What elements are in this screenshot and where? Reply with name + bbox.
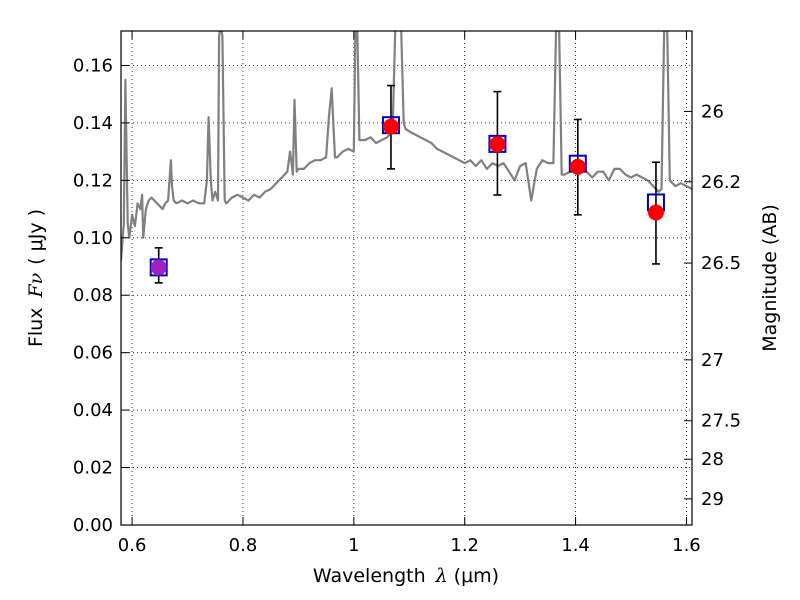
error-bars: [154, 84, 660, 284]
markers: [149, 116, 665, 277]
y2-tick-label: 27: [701, 350, 724, 371]
y2-axis-label: Magnitude (AB): [759, 204, 781, 352]
observed-point: [150, 259, 167, 276]
y-axis-label: FluxFν( μJy ): [25, 209, 47, 347]
plot-area: [121, 31, 692, 261]
observed-point: [382, 118, 399, 135]
x-tick-label: 0.6: [118, 535, 147, 556]
observed-point: [489, 136, 506, 153]
y2-tick-label: 29: [701, 489, 724, 510]
x-axis-label: Wavelength λ (μm): [313, 565, 499, 587]
x-axis: 0.6 0.8 1 1.2 1.4 1.6: [118, 31, 701, 556]
y2-tick-label: 26.5: [701, 253, 741, 274]
y2-tick-label: 26: [701, 101, 724, 122]
y-tick-label: 0.06: [73, 343, 113, 364]
y-tick-label: 0.16: [73, 55, 113, 76]
x-tick-label: 1.6: [672, 535, 701, 556]
spectrum-line: [121, 31, 692, 261]
x-tick-label: 1.4: [561, 535, 590, 556]
y-tick-label: 0.04: [73, 400, 113, 421]
y2-tick-label: 28: [701, 449, 724, 470]
plot-frame: [120, 30, 693, 526]
x-tick-label: 1.2: [450, 535, 479, 556]
y2-axis: 26 26.2 26.5 27 27.5 28 29: [684, 101, 741, 510]
y-tick-label: 0.14: [73, 113, 113, 134]
y-tick-label: 0.10: [73, 228, 113, 249]
observed-point: [647, 204, 664, 221]
observed-point: [569, 158, 586, 175]
y-axis: 0.00 0.02 0.04 0.06 0.08 0.10 0.12 0.14 0.16: [73, 55, 129, 536]
y-tick-label: 0.02: [73, 458, 113, 479]
y2-tick-label: 27.5: [701, 411, 741, 432]
gridlines: [121, 31, 692, 525]
y-tick-label: 0.08: [73, 285, 113, 306]
y-tick-label: 0.00: [73, 515, 113, 536]
x-tick-label: 0.8: [229, 535, 258, 556]
y2-tick-label: 26.2: [701, 172, 741, 193]
x-tick-label: 1: [348, 535, 359, 556]
y-tick-label: 0.12: [73, 170, 113, 191]
